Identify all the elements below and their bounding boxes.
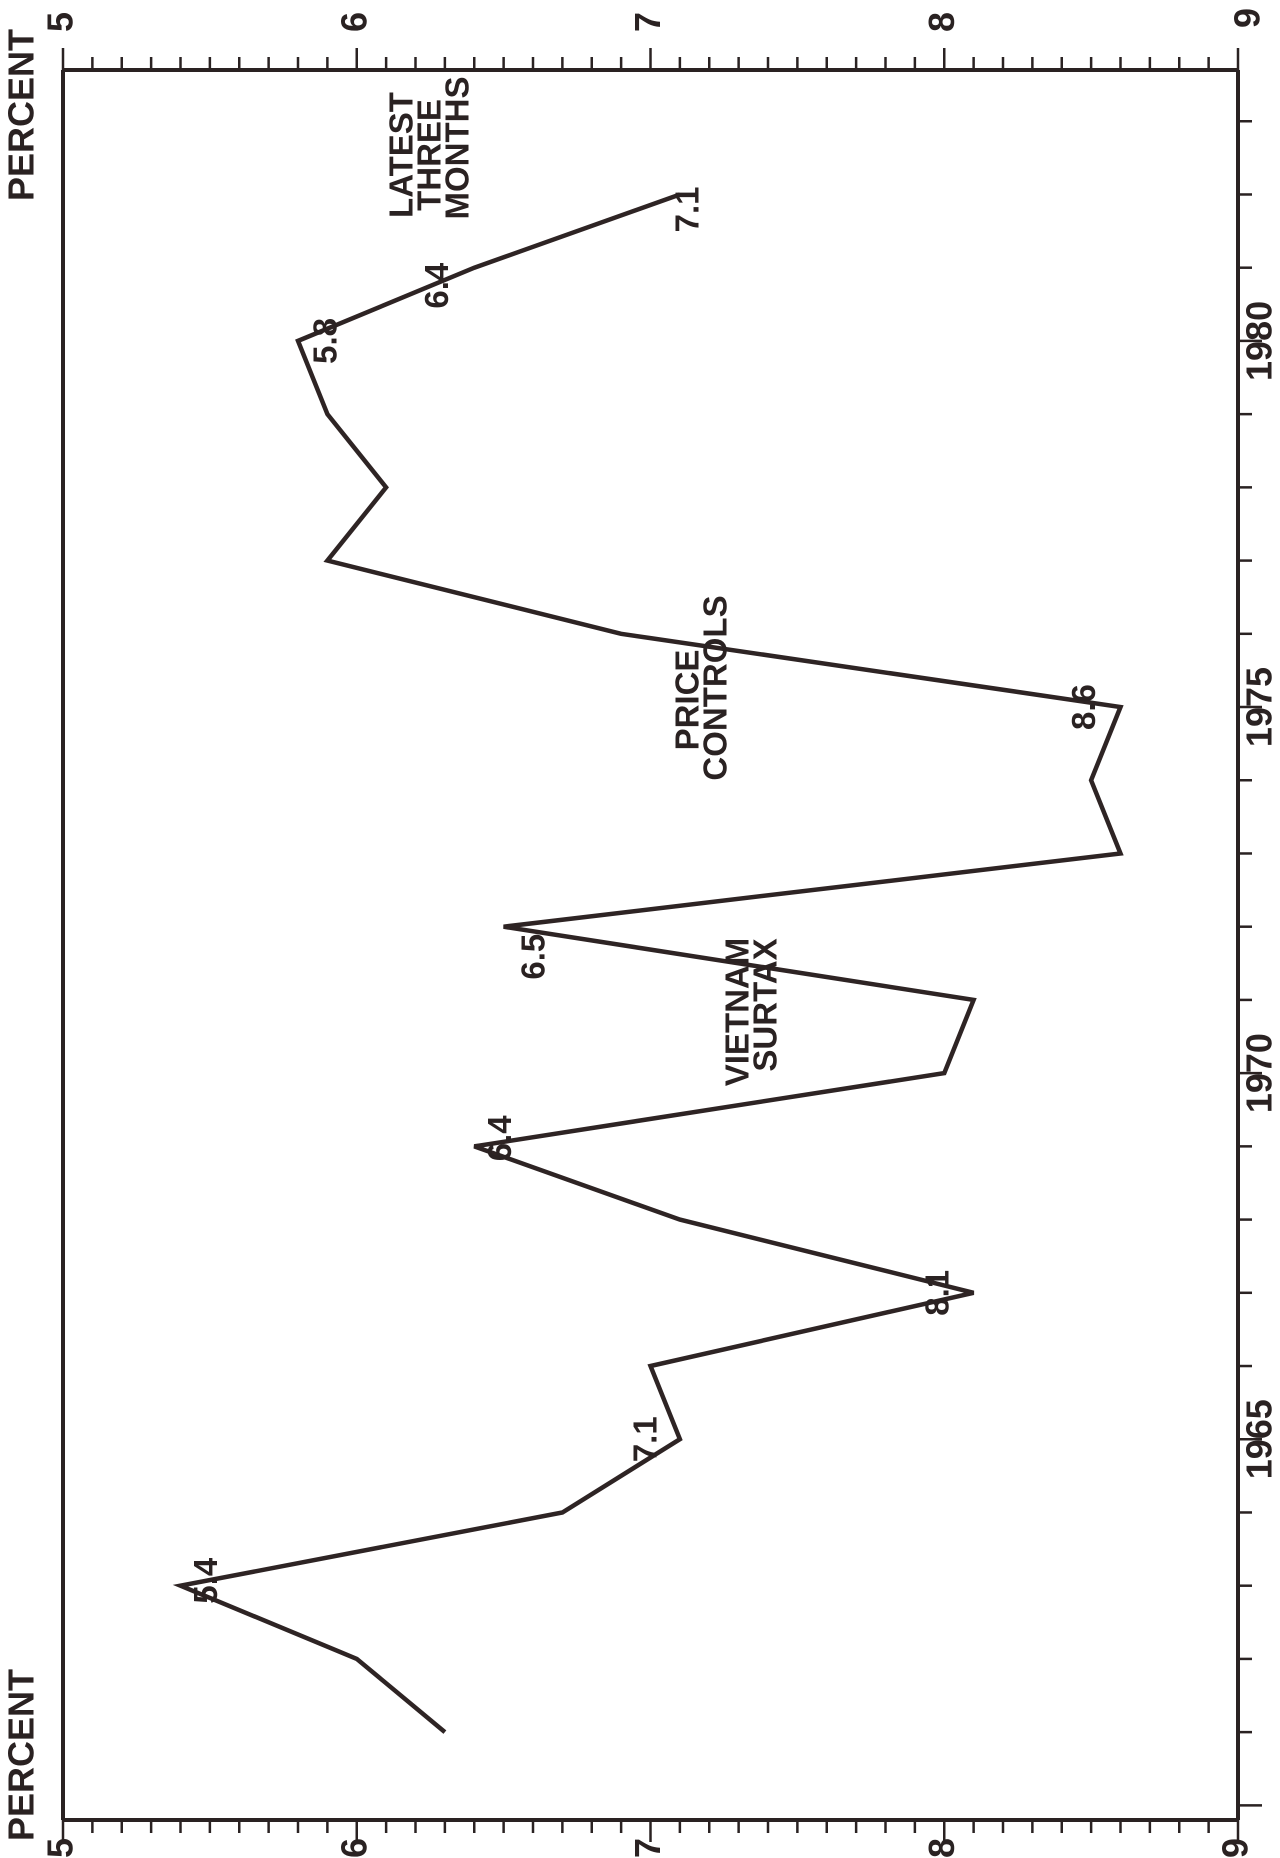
- year-tick-label: 1975: [1239, 667, 1280, 747]
- data-label: 8.6: [1065, 684, 1102, 730]
- inflation-rate-line: [172, 192, 1124, 1734]
- annotation-months: MONTHS: [439, 77, 476, 220]
- annotation-vietnam: VIETNAM: [719, 938, 756, 1087]
- data-labels: 5.4 7.1 8.1 6.4 6.5 8.6 5.8 6.4 7.1: [187, 187, 1102, 1604]
- value-tick-label-bottom: 9: [1215, 1838, 1256, 1858]
- annotation-three: THREE: [411, 99, 448, 211]
- value-tick-label-top: 9: [1227, 8, 1268, 28]
- annotation-price: PRICE: [669, 650, 706, 751]
- series: [172, 192, 1124, 1734]
- value-tick-label-bottom: 8: [921, 1838, 962, 1858]
- value-tick-label-bottom: 7: [627, 1838, 668, 1858]
- annotation-surtax: SURTAX: [747, 938, 784, 1071]
- data-label: 6.4: [418, 262, 455, 309]
- data-label: 6.5: [514, 934, 551, 980]
- data-label: 5.8: [307, 318, 344, 364]
- unit-labels: PERCENT PERCENT: [1, 29, 42, 1841]
- annotation-controls: CONTROLS: [697, 595, 734, 780]
- data-label: 8.1: [918, 1270, 955, 1316]
- year-tick-label: 1965: [1239, 1399, 1280, 1479]
- value-tick-label-top: 5: [40, 12, 81, 32]
- annotation-latest: LATEST: [383, 92, 420, 218]
- value-tick-label-top: 7: [627, 12, 668, 32]
- percent-label-top-left: PERCENT: [1, 29, 42, 201]
- year-tick-label: 1980: [1239, 301, 1280, 381]
- data-label: 6.4: [481, 1115, 518, 1162]
- tick-labels: 5 5 6 6 7 7 8 8 9 9 1965 1970 1975 1980: [40, 8, 1280, 1858]
- axis-ticks: [61, 48, 1262, 1842]
- data-label: 7.1: [669, 187, 706, 233]
- value-tick-label-top: 8: [921, 12, 962, 32]
- chart-frame: [61, 68, 1240, 1822]
- value-tick-label-bottom: 5: [40, 1838, 81, 1858]
- value-tick-label-top: 6: [333, 12, 374, 32]
- value-tick-label-bottom: 6: [333, 1838, 374, 1858]
- percent-label-bottom-left: PERCENT: [1, 1669, 42, 1841]
- data-label: 7.1: [627, 1416, 664, 1462]
- year-tick-label: 1970: [1239, 1033, 1280, 1113]
- data-label: 5.4: [187, 1557, 224, 1604]
